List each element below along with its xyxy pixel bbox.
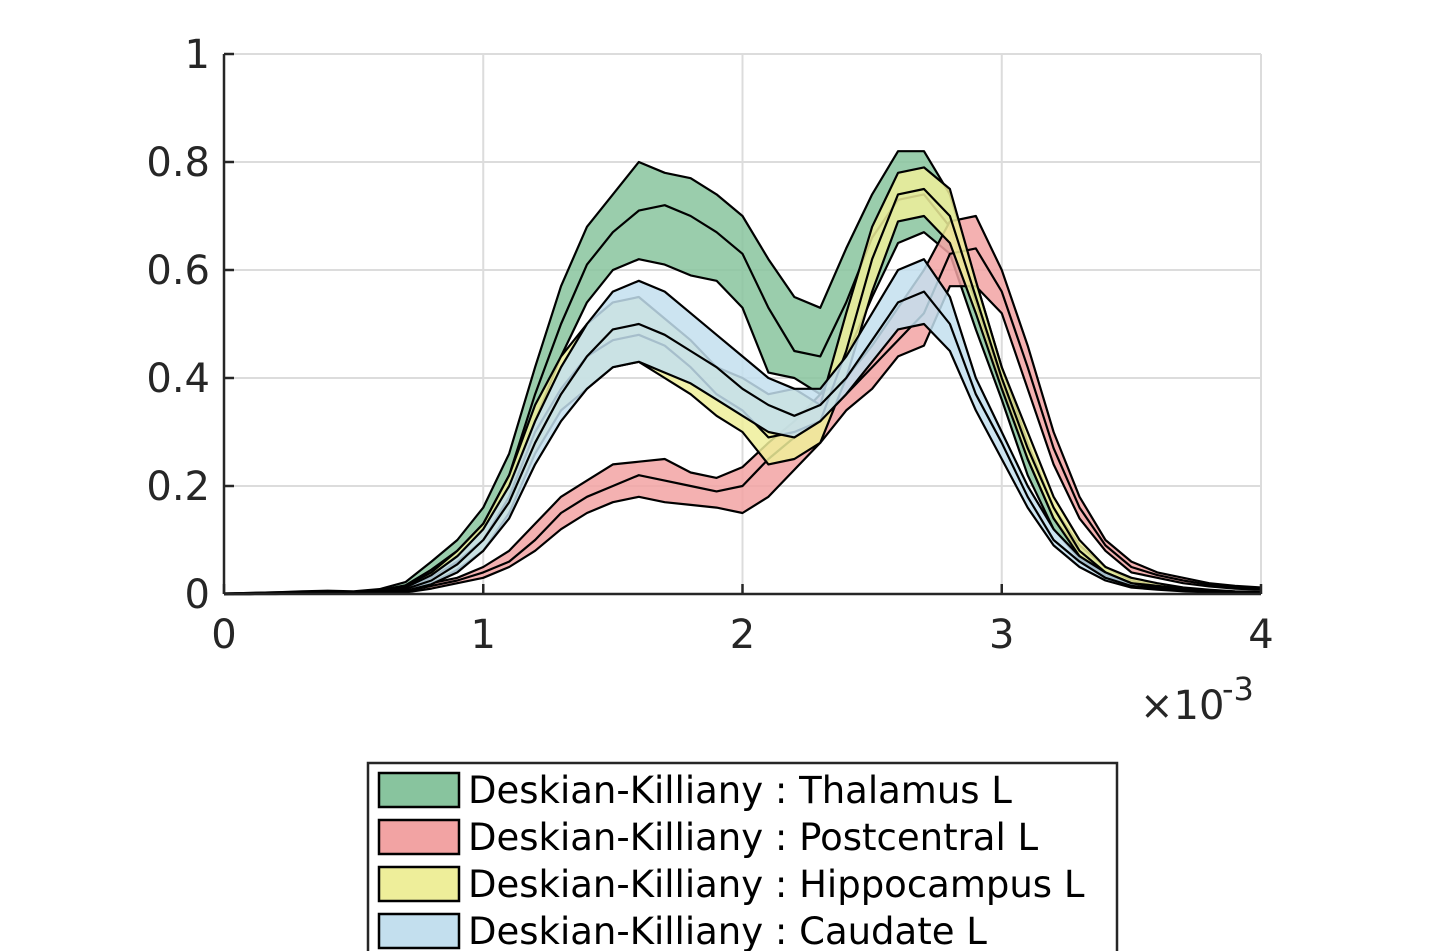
x-tick-label: 2: [730, 612, 755, 658]
legend-swatch: [377, 865, 461, 903]
legend-swatch: [377, 771, 461, 809]
legend: Deskian-Killiany : Thalamus LDeskian-Kil…: [366, 761, 1119, 951]
y-tick-label: 0.8: [146, 140, 210, 186]
legend-box: [366, 761, 1119, 951]
y-tick-label: 0.6: [146, 248, 210, 294]
grid-lines: [223, 53, 1262, 595]
y-tick-label: 0: [185, 572, 210, 618]
legend-label: Deskian-Killiany : Hippocampus L: [468, 863, 1085, 906]
legend-label: Deskian-Killiany : Thalamus L: [468, 769, 1012, 812]
line-caudate-l-upper: [223, 258, 1262, 596]
tick-labels: 0 1 2 3 4 0 0.2 0.4 0.6 0.8 1: [146, 32, 1273, 658]
x-tick-label: 3: [989, 612, 1014, 658]
line-caudate-l-lower: [224, 322, 1262, 596]
x-exponent-power: -3: [1222, 670, 1254, 708]
axes: [222, 52, 1263, 596]
y-tick-label: 0.2: [146, 464, 210, 510]
series-bands: [223, 150, 1262, 596]
x-tick-label: 0: [211, 612, 236, 658]
legend-swatch: [377, 818, 461, 856]
x-tick-label: 4: [1248, 612, 1273, 658]
y-tick-label: 0.4: [146, 356, 210, 402]
line-postcentral-l-lower: [224, 285, 1262, 596]
band-postcentral-l: [224, 216, 1261, 594]
x-exponent-base: ×10: [1140, 683, 1224, 729]
legend-label: Deskian-Killiany : Postcentral L: [468, 816, 1039, 859]
x-tick-label: 1: [471, 612, 496, 658]
line-caudate-l-mean: [223, 290, 1262, 596]
y-tick-label: 1: [185, 32, 210, 78]
x-exponent-label: ×10 -3: [1140, 670, 1254, 729]
band-thalamus-l: [224, 151, 1261, 594]
legend-label: Deskian-Killiany : Caudate L: [468, 910, 987, 951]
legend-swatch: [377, 912, 461, 950]
